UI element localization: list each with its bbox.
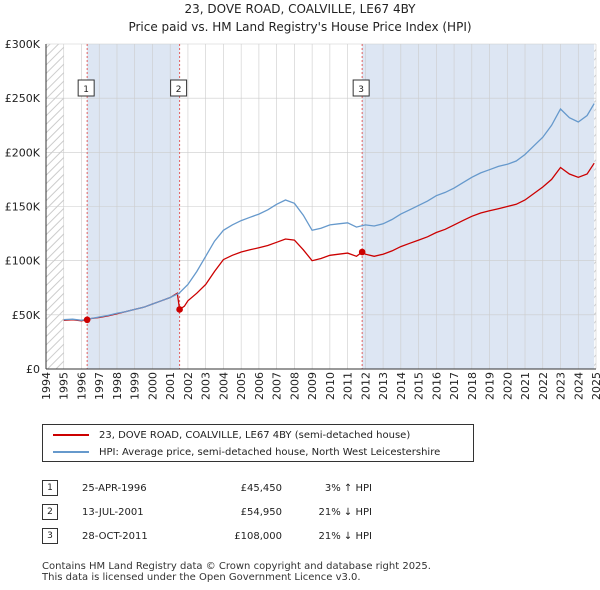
hpi-line	[63, 103, 595, 321]
table-row: 2 13-JUL-2001 £54,950 21% ↓ HPI	[42, 500, 372, 524]
x-tick-label: 1995	[58, 372, 71, 400]
x-tick-label: 1999	[129, 372, 142, 400]
sale-price: £54,950	[240, 506, 282, 518]
legend-item-price: 23, DOVE ROAD, COALVILLE, LE67 4BY (semi…	[53, 427, 410, 443]
x-tick-label: 2000	[146, 372, 159, 400]
legend-hpi-label: HPI: Average price, semi-detached house,…	[99, 446, 441, 458]
sale-number: 3	[42, 528, 58, 544]
x-tick-label: 2017	[448, 372, 461, 400]
sale-hpi-change: 21% ↓ HPI	[318, 506, 372, 518]
footer-licence: This data is licensed under the Open Gov…	[42, 572, 361, 583]
x-tick-label: 2024	[572, 372, 585, 400]
sale-point	[83, 316, 91, 324]
x-tick-label: 2015	[413, 372, 426, 400]
table-row: 3 28-OCT-2011 £108,000 21% ↓ HPI	[42, 524, 372, 548]
x-tick-label: 2006	[253, 372, 266, 400]
sale-hpi-change: 21% ↓ HPI	[318, 530, 372, 542]
sale-number: 2	[42, 504, 58, 520]
y-tick-label: £200K	[5, 146, 41, 159]
x-tick-label: 2019	[484, 372, 497, 400]
x-tick-label: 2005	[235, 372, 248, 400]
sale-hpi-change: 3% ↑ HPI	[324, 482, 372, 494]
sale-price: £108,000	[234, 530, 282, 542]
table-row: 1 25-APR-1996 £45,450 3% ↑ HPI	[42, 476, 372, 500]
x-tick-label: 1997	[93, 372, 106, 400]
x-tick-label: 1994	[40, 372, 53, 400]
x-tick-label: 2016	[430, 372, 443, 400]
price-chart: 1 2 3 £0 £50K £100K £150K £200K £250K £300K 1994 1…	[5, 38, 600, 400]
x-tick-label: 2004	[217, 372, 230, 400]
x-tick-label: 1996	[75, 372, 88, 400]
x-tick-label: 2025	[590, 372, 600, 400]
title-address: 23, DOVE ROAD, COALVILLE, LE67 4BY	[184, 2, 416, 16]
sales-table: 1 25-APR-1996 £45,450 3% ↑ HPI 2 13-JUL-…	[42, 476, 372, 548]
sale-label-number: 1	[83, 85, 89, 95]
sale-label-box	[77, 79, 95, 97]
x-tick-label: 2023	[555, 372, 568, 400]
footer-copyright: Contains HM Land Registry data © Crown c…	[42, 561, 431, 572]
sale-point	[176, 306, 183, 313]
x-tick-label: 1998	[111, 372, 124, 400]
x-tick-label: 2013	[377, 372, 390, 400]
sale-label-number: 3	[358, 85, 364, 95]
x-tick-label: 2010	[324, 372, 337, 400]
x-tick-label: 2009	[306, 372, 319, 400]
sale-label-box	[352, 79, 370, 97]
legend-item-hpi: HPI: Average price, semi-detached house,…	[53, 444, 440, 460]
sale-date: 25-APR-1996	[82, 482, 147, 494]
sale-number: 1	[42, 480, 58, 496]
x-tick-label: 2011	[342, 372, 355, 400]
sale-date: 13-JUL-2001	[82, 506, 144, 518]
x-tick-label: 2002	[182, 372, 195, 400]
title-subtitle: Price paid vs. HM Land Registry's House …	[128, 20, 472, 34]
legend-price-line	[53, 434, 89, 436]
sale-label-box	[170, 79, 188, 97]
y-tick-label: £0	[26, 363, 40, 376]
x-tick-label: 2022	[537, 372, 550, 400]
y-tick-label: £100K	[5, 255, 41, 268]
x-tick-label: 2021	[519, 372, 532, 400]
sale-label-number: 2	[176, 85, 182, 95]
sale-point	[358, 248, 366, 256]
x-tick-label: 2008	[288, 372, 301, 400]
x-tick-label: 2018	[466, 372, 479, 400]
legend-hpi-line	[53, 451, 89, 453]
y-tick-label: £300K	[5, 38, 41, 51]
y-tick-label: £50K	[12, 309, 41, 322]
sale-price: £45,450	[240, 482, 282, 494]
x-tick-label: 2001	[164, 372, 177, 400]
chart-legend: 23, DOVE ROAD, COALVILLE, LE67 4BY (semi…	[42, 424, 474, 462]
y-tick-label: £250K	[5, 92, 41, 105]
legend-price-label: 23, DOVE ROAD, COALVILLE, LE67 4BY (semi…	[99, 429, 411, 441]
x-tick-label: 2007	[271, 372, 284, 400]
sale-date: 28-OCT-2011	[82, 530, 148, 542]
x-tick-label: 2012	[359, 372, 372, 400]
y-tick-label: £150K	[5, 201, 41, 214]
x-tick-label: 2020	[501, 372, 514, 400]
footer: Contains HM Land Registry data © Crown c…	[42, 561, 431, 583]
x-tick-label: 2014	[395, 372, 408, 400]
x-tick-label: 2003	[200, 372, 213, 400]
